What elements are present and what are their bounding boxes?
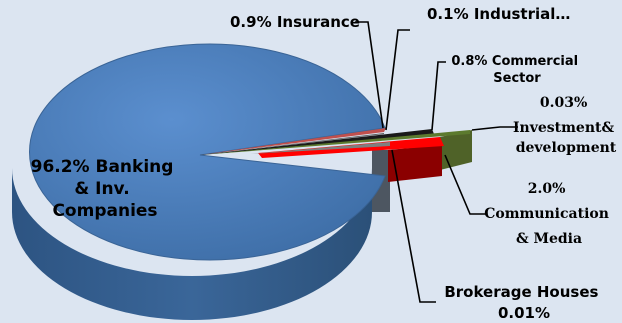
data-label-commercial: 0.8% Commercial Sector	[451, 54, 582, 86]
leader-line-commercial	[431, 61, 446, 131]
pie-slice-brokerage	[250, 142, 390, 154]
pie-slice-banking-side	[12, 168, 372, 320]
data-labels: 96.2% Banking & Inv. Companies 0.9% Insu…	[31, 5, 619, 322]
pie-slice-industrial	[200, 133, 384, 155]
leader-line-industrial	[385, 29, 410, 131]
pie-slice-commercial	[200, 129, 434, 155]
leader-line-brokerage	[391, 149, 436, 303]
pie-slice-investment	[200, 130, 472, 170]
leader-lines	[355, 21, 518, 303]
pie-slice-insurance	[200, 128, 386, 155]
data-label-banking: 96.2% Banking & Inv. Companies	[31, 157, 180, 221]
leader-line-communication	[444, 154, 486, 215]
data-label-insurance: 0.9% Insurance	[230, 13, 360, 31]
data-label-brokerage: Brokerage Houses 0.01%	[444, 283, 603, 322]
data-label-communication: 2.0% Communication & Media	[484, 181, 614, 247]
pie-slice-banking-top	[29, 43, 386, 261]
leader-line-investment	[471, 126, 518, 131]
data-label-investment: 0.03% Investment& development	[513, 95, 619, 156]
leader-line-insurance	[355, 21, 384, 129]
pie-slice-banking	[12, 43, 390, 320]
data-label-industrial: 0.1% Industrial…	[427, 5, 570, 23]
